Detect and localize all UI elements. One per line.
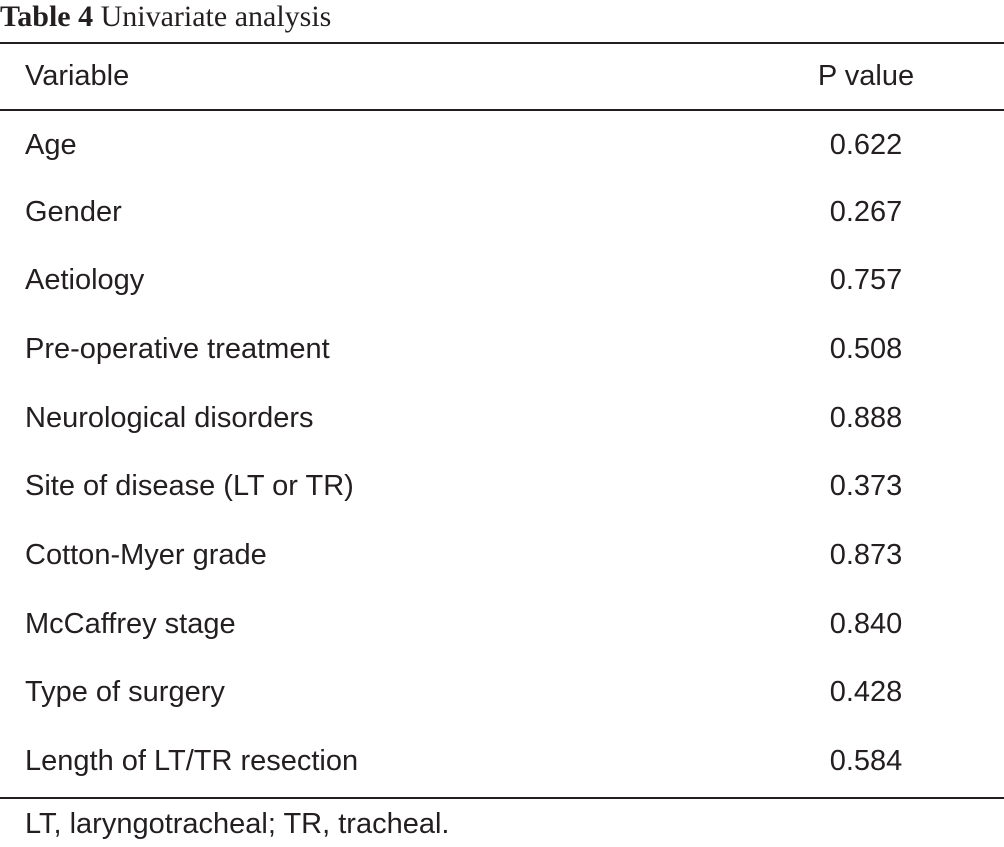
header-p-value: P value [817, 60, 915, 92]
table-row: Gender 0.267 [0, 178, 1004, 247]
cell-variable: Length of LT/TR resection [25, 745, 359, 778]
table-row: Site of disease (LT or TR) 0.373 [0, 452, 1004, 521]
cell-variable: Cotton-Myer grade [25, 538, 267, 571]
cell-variable: Age [25, 128, 77, 161]
cell-variable: Pre-operative treatment [25, 332, 330, 365]
cell-p-value: 0.373 [829, 470, 903, 503]
cell-p-value: 0.428 [829, 676, 903, 709]
cell-p-value: 0.508 [829, 332, 903, 365]
cell-p-value: 0.622 [829, 128, 903, 161]
univariate-analysis-table: Variable P value Age 0.622 Gender 0.267 Aeti… [0, 44, 1004, 796]
table-row: McCaffrey stage 0.840 [0, 590, 1004, 659]
table-row: Aetiology 0.757 [0, 246, 1004, 315]
table-row: Pre-operative treatment 0.508 [0, 315, 1004, 384]
cell-p-value: 0.584 [829, 745, 903, 778]
cell-p-value: 0.873 [829, 538, 903, 571]
cell-variable: Aetiology [25, 264, 145, 297]
cell-p-value: 0.757 [829, 264, 903, 297]
cell-p-value: 0.888 [829, 401, 903, 434]
table-footnote: LT, laryngotracheal; TR, tracheal. [25, 808, 450, 840]
table-row: Length of LT/TR resection 0.584 [0, 727, 1004, 796]
header-variable: Variable [25, 60, 130, 92]
cell-variable: Site of disease (LT or TR) [25, 470, 354, 503]
cell-p-value: 0.840 [829, 607, 903, 640]
table-header-row: Variable P value [0, 44, 1004, 109]
table-caption-title: Univariate analysis [100, 0, 332, 33]
table-top-rule [0, 42, 1004, 44]
cell-variable: Type of surgery [25, 676, 225, 709]
table-caption-label: Table 4 [0, 0, 94, 33]
table-caption: Table 4 Univariate analysis [0, 0, 331, 36]
table-row: Type of surgery 0.428 [0, 659, 1004, 728]
cell-variable: Neurological disorders [25, 401, 314, 434]
cell-variable: McCaffrey stage [25, 607, 236, 640]
table-header-rule [0, 109, 1004, 111]
table-body: Age 0.622 Gender 0.267 Aetiology 0.757 Pre-ope… [0, 109, 1004, 796]
table-row: Neurological disorders 0.888 [0, 384, 1004, 453]
cell-variable: Gender [25, 195, 122, 228]
cell-p-value: 0.267 [829, 195, 903, 228]
table-bottom-rule [0, 797, 1004, 799]
table-row: Cotton-Myer grade 0.873 [0, 521, 1004, 590]
table-row: Age 0.622 [0, 109, 1004, 178]
